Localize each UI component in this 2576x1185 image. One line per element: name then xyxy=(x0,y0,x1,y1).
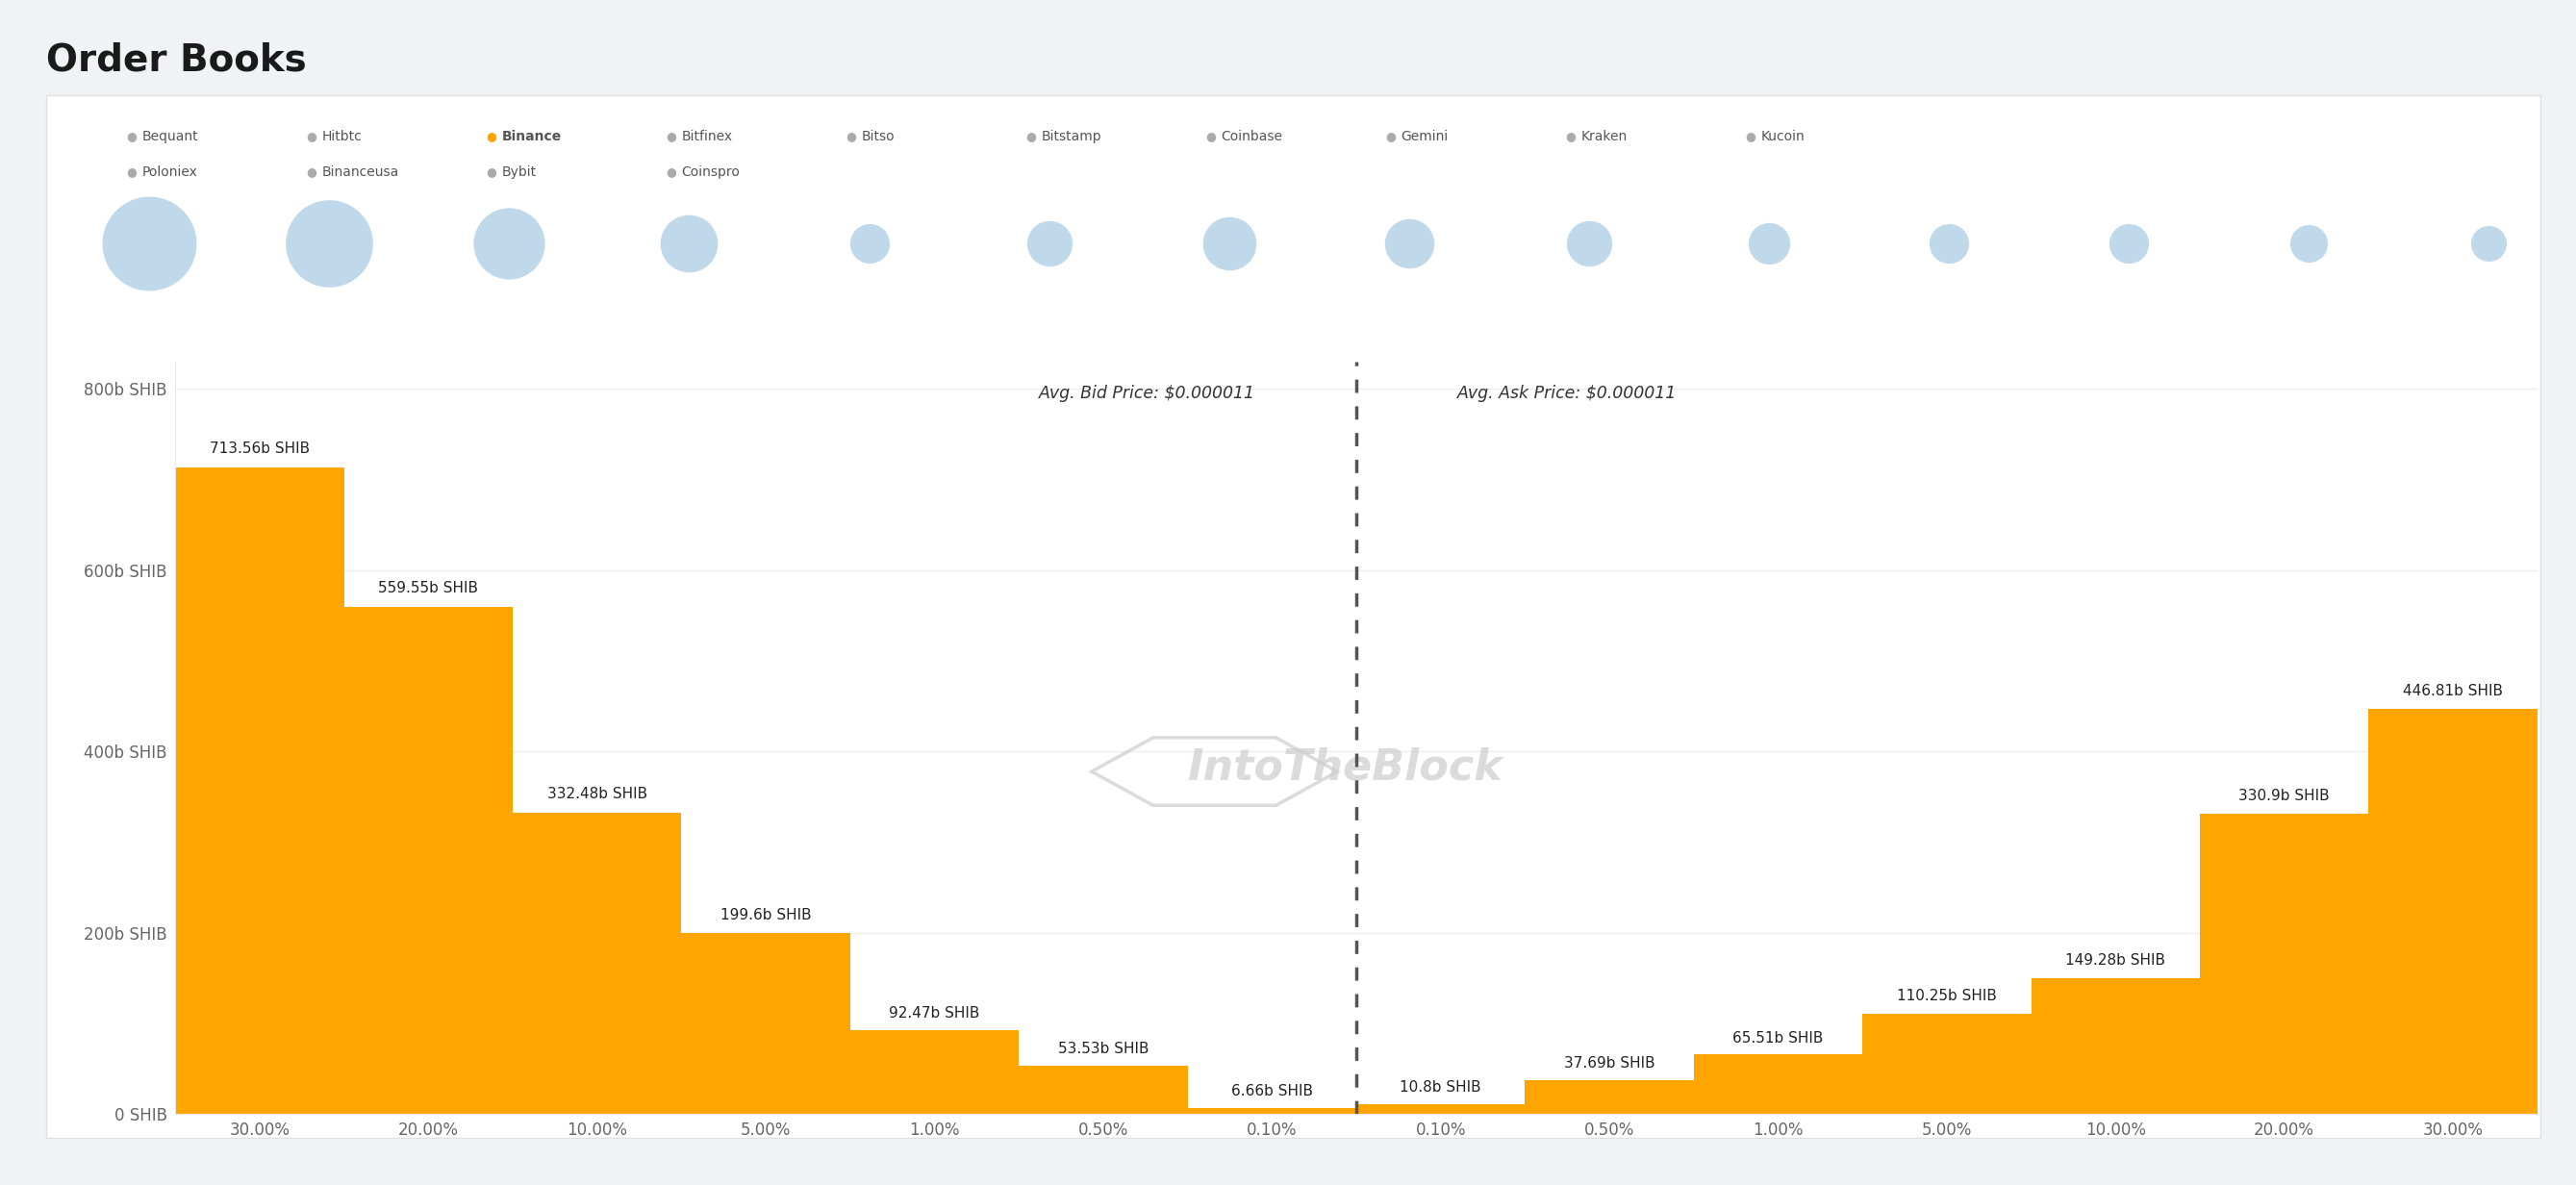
Text: Coinspro: Coinspro xyxy=(683,165,739,179)
Text: ●: ● xyxy=(487,166,497,178)
Bar xyxy=(2370,709,2537,1114)
Text: Avg. Ask Price: $0.000011: Avg. Ask Price: $0.000011 xyxy=(1458,384,1677,402)
Text: 330.9b SHIB: 330.9b SHIB xyxy=(2239,788,2329,803)
Point xyxy=(1569,233,1610,252)
Text: Bybit: Bybit xyxy=(502,165,536,179)
Point xyxy=(129,233,170,252)
Bar xyxy=(345,607,513,1114)
Text: ●: ● xyxy=(307,130,317,142)
Text: Binanceusa: Binanceusa xyxy=(322,165,399,179)
Text: Kraken: Kraken xyxy=(1582,129,1628,143)
Point xyxy=(2468,233,2509,252)
Point xyxy=(670,233,711,252)
Bar xyxy=(2200,814,2370,1114)
Text: 6.66b SHIB: 6.66b SHIB xyxy=(1231,1084,1314,1098)
Text: ●: ● xyxy=(665,130,677,142)
Text: ●: ● xyxy=(1747,130,1757,142)
Point xyxy=(1749,233,1790,252)
Bar xyxy=(1188,1108,1358,1114)
Bar xyxy=(683,933,850,1114)
Bar xyxy=(1358,1104,1525,1114)
Text: Binance: Binance xyxy=(502,129,562,143)
Text: ●: ● xyxy=(487,130,497,142)
Text: ●: ● xyxy=(126,130,137,142)
Text: 149.28b SHIB: 149.28b SHIB xyxy=(2066,953,2166,968)
Bar xyxy=(850,1030,1020,1114)
Point xyxy=(1388,233,1430,252)
Point xyxy=(2107,233,2148,252)
Bar xyxy=(175,467,345,1114)
Text: Bitstamp: Bitstamp xyxy=(1041,129,1103,143)
Point xyxy=(2287,233,2329,252)
Bar xyxy=(2032,979,2200,1114)
Bar xyxy=(513,813,680,1114)
Point xyxy=(848,233,889,252)
Text: Bitso: Bitso xyxy=(860,129,894,143)
Text: ●: ● xyxy=(126,166,137,178)
Text: 332.48b SHIB: 332.48b SHIB xyxy=(546,787,647,801)
Text: Poloniex: Poloniex xyxy=(142,165,198,179)
Text: Bequant: Bequant xyxy=(142,129,198,143)
Text: Coinbase: Coinbase xyxy=(1221,129,1283,143)
Text: 110.25b SHIB: 110.25b SHIB xyxy=(1896,988,1996,1003)
Text: 53.53b SHIB: 53.53b SHIB xyxy=(1059,1042,1149,1056)
Point xyxy=(1208,233,1249,252)
Point xyxy=(489,233,531,252)
Text: Order Books: Order Books xyxy=(46,41,307,78)
Text: 92.47b SHIB: 92.47b SHIB xyxy=(889,1006,979,1021)
Bar xyxy=(1020,1065,1188,1114)
Text: Hitbtc: Hitbtc xyxy=(322,129,361,143)
Text: Gemini: Gemini xyxy=(1401,129,1448,143)
Point xyxy=(1028,233,1069,252)
Text: ●: ● xyxy=(665,166,677,178)
Text: ●: ● xyxy=(1025,130,1036,142)
Text: ●: ● xyxy=(307,166,317,178)
Text: 446.81b SHIB: 446.81b SHIB xyxy=(2403,684,2504,698)
Text: 37.69b SHIB: 37.69b SHIB xyxy=(1564,1056,1654,1071)
Text: 559.55b SHIB: 559.55b SHIB xyxy=(379,582,479,596)
Text: ●: ● xyxy=(1206,130,1216,142)
Bar xyxy=(1862,1014,2032,1114)
Text: ●: ● xyxy=(1566,130,1577,142)
Point xyxy=(309,233,350,252)
Text: IntoTheBlock: IntoTheBlock xyxy=(1188,747,1502,788)
Bar xyxy=(1695,1055,1862,1114)
Text: ●: ● xyxy=(1386,130,1396,142)
Text: Bitfinex: Bitfinex xyxy=(683,129,732,143)
Text: Kucoin: Kucoin xyxy=(1762,129,1806,143)
Text: 10.8b SHIB: 10.8b SHIB xyxy=(1399,1081,1481,1095)
Point xyxy=(1927,233,1968,252)
Text: 199.6b SHIB: 199.6b SHIB xyxy=(721,908,811,922)
Text: ●: ● xyxy=(845,130,855,142)
Text: 65.51b SHIB: 65.51b SHIB xyxy=(1734,1031,1824,1045)
Text: 713.56b SHIB: 713.56b SHIB xyxy=(209,442,309,456)
Text: Avg. Bid Price: $0.000011: Avg. Bid Price: $0.000011 xyxy=(1038,384,1255,402)
Bar xyxy=(1525,1080,1695,1114)
